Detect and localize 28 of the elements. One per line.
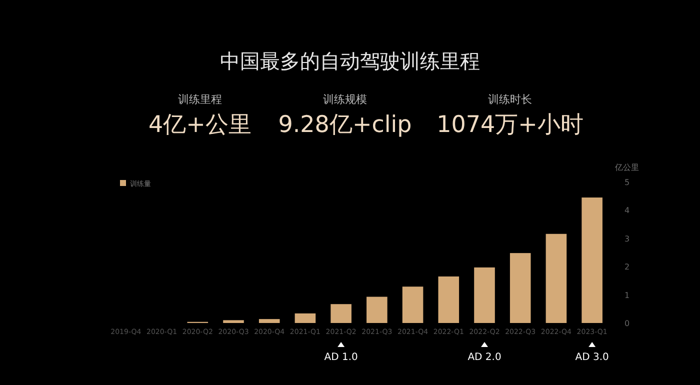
bar <box>474 267 495 323</box>
y-tick-label: 3 <box>624 234 630 244</box>
text: 训练里程 <box>178 93 222 106</box>
bar <box>438 276 460 323</box>
bar <box>223 320 244 323</box>
text: 1074万+小时 <box>436 112 584 138</box>
text: AD 3.0 <box>575 352 609 363</box>
bar <box>582 198 602 323</box>
text: AD 1.0 <box>324 352 358 363</box>
bar <box>258 319 280 323</box>
y-tick-label: 1 <box>624 290 630 300</box>
bar <box>510 253 531 323</box>
bar <box>402 286 424 323</box>
y-tick-label: 4 <box>624 206 630 216</box>
text: 训练时长 <box>488 93 532 106</box>
text: AD 2.0 <box>468 352 502 363</box>
text: 训练规模 <box>323 93 367 106</box>
bar <box>330 304 352 323</box>
chart-title: 中国最多的自动驾驶训练里程 <box>220 49 480 73</box>
bar <box>546 234 567 323</box>
y-tick-label: 0 <box>624 319 630 328</box>
bar <box>294 313 316 323</box>
bar <box>366 296 388 323</box>
y-tick-label: 5 <box>624 178 630 187</box>
y-tick-label: 2 <box>624 262 630 272</box>
text: 4亿+公里 <box>148 112 252 138</box>
text: 9.28亿+clip <box>278 112 412 138</box>
y-axis-title: 亿公里 <box>614 163 639 172</box>
